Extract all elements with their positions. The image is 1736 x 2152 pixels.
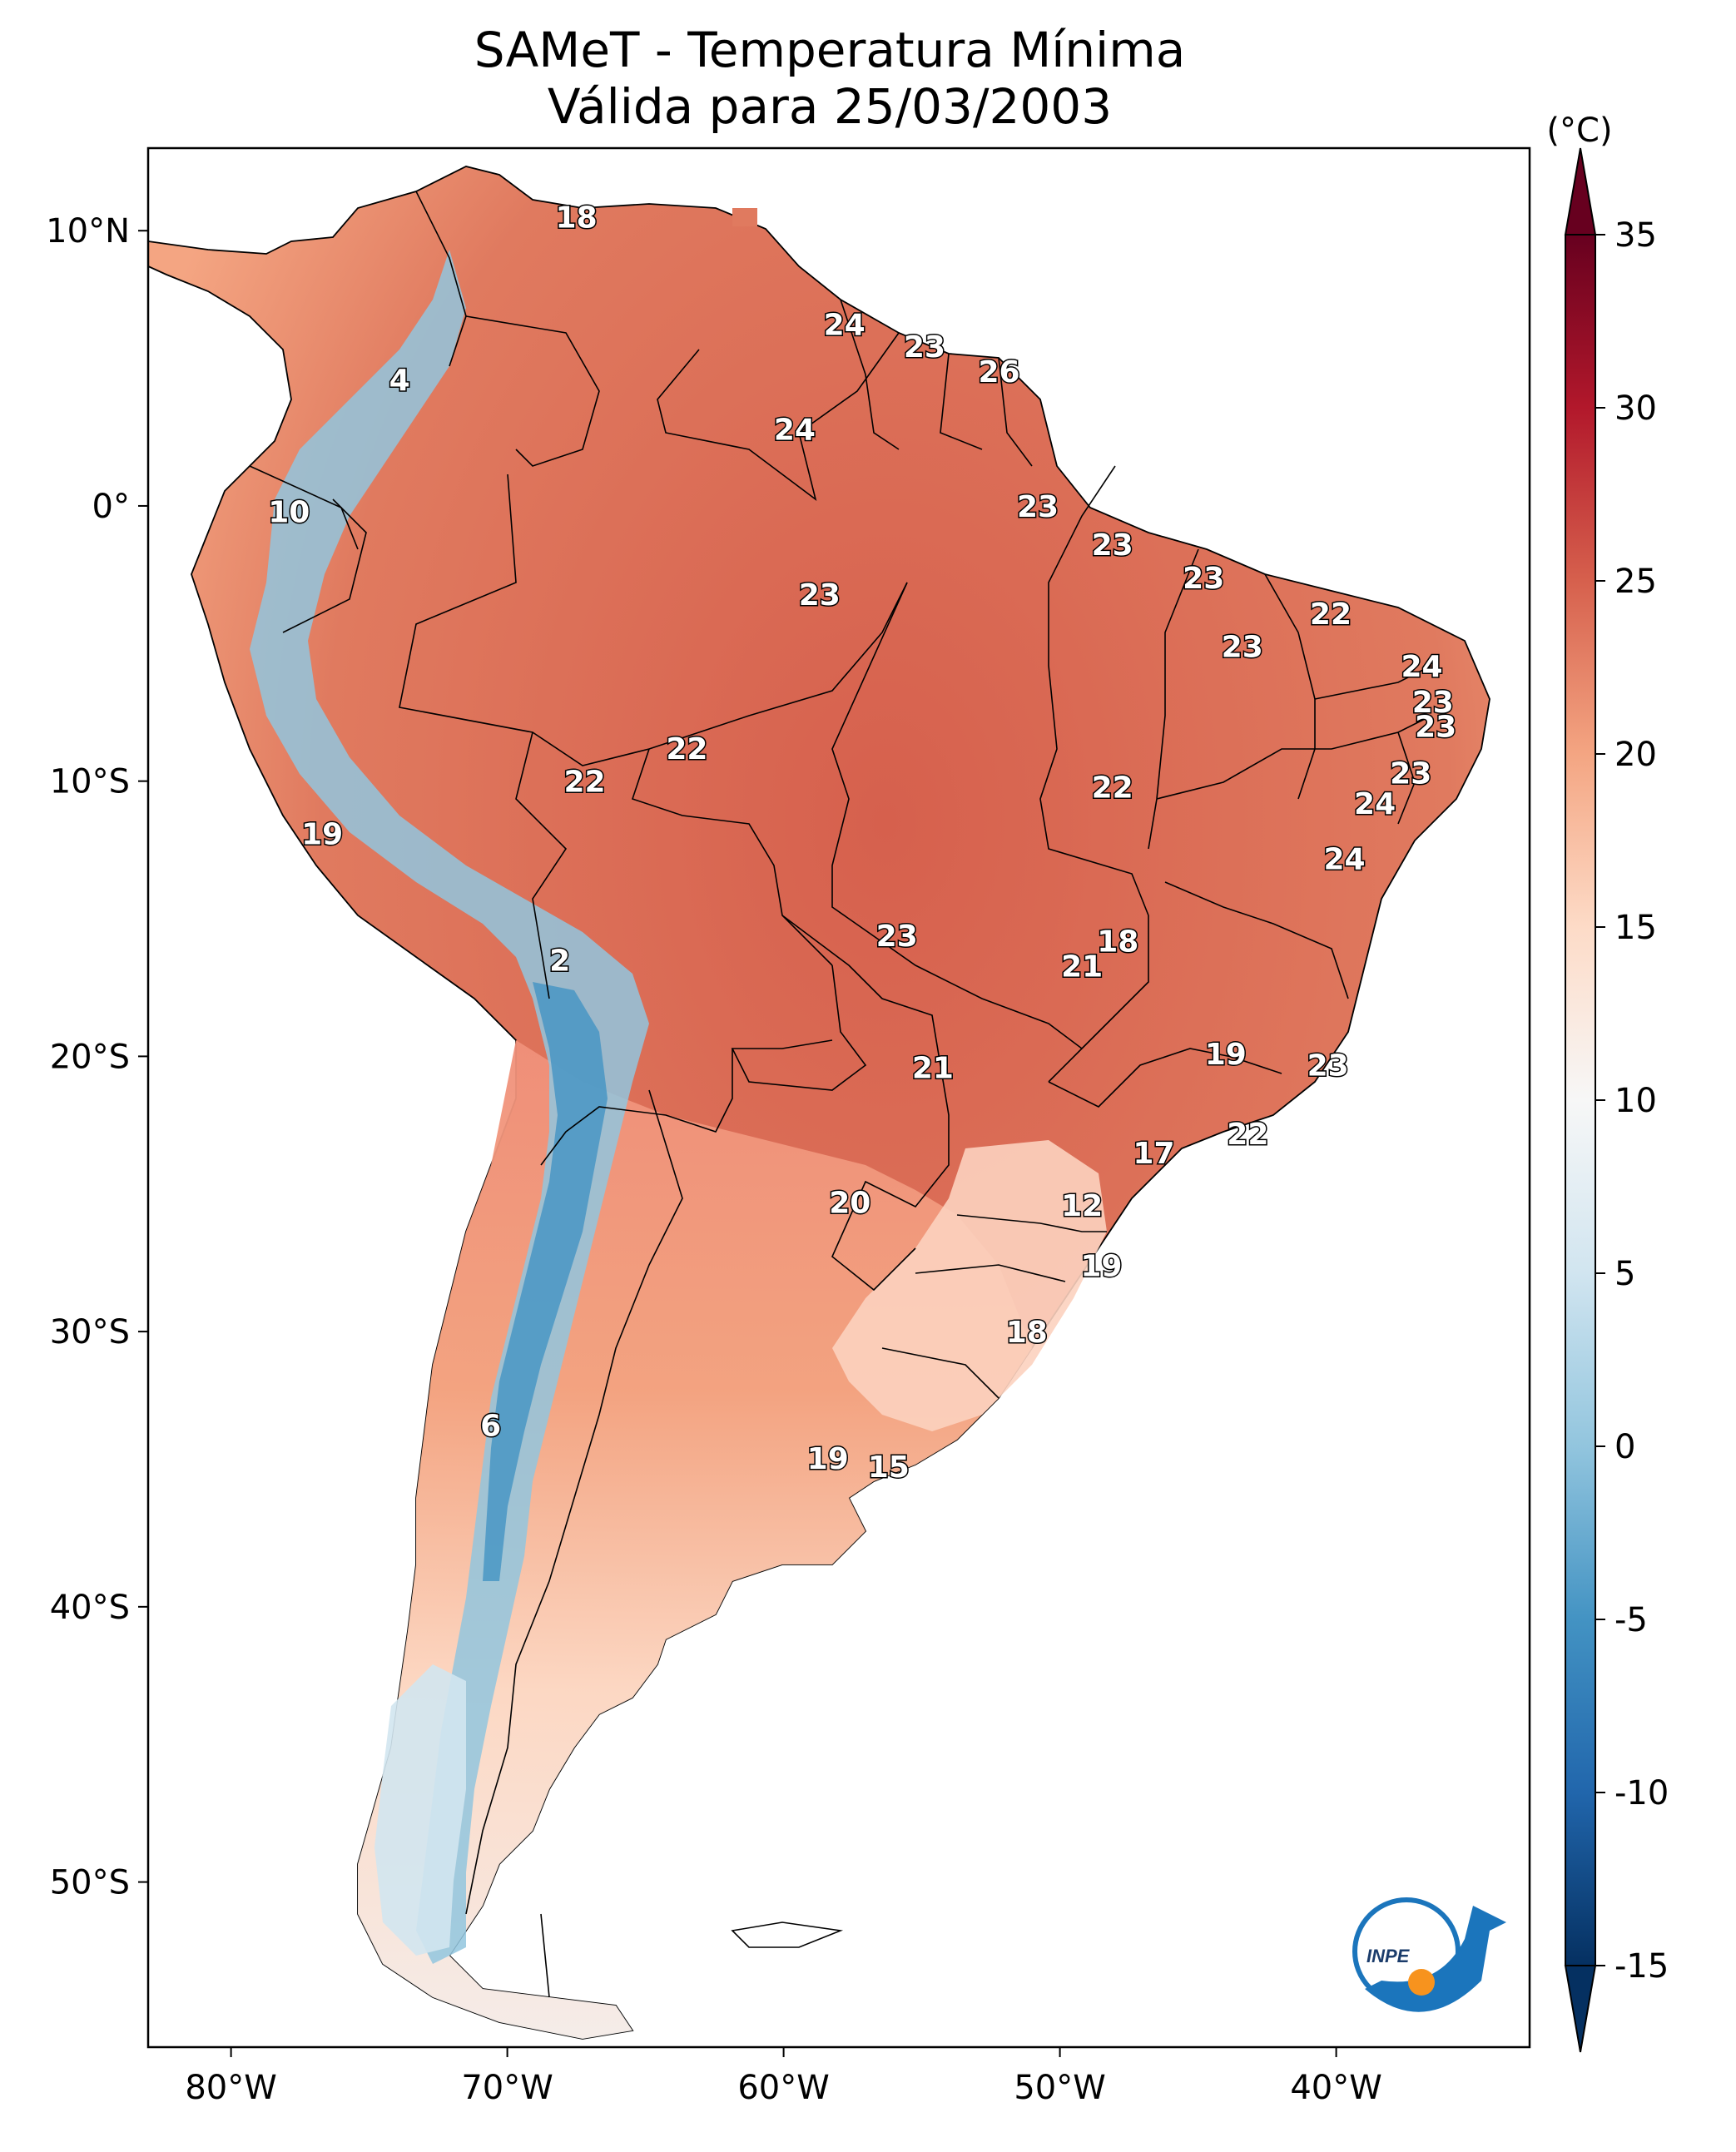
lat-tick-label: 50°S: [50, 1864, 130, 1902]
station-label: 18: [1097, 925, 1138, 959]
map-frame: [146, 146, 1531, 2049]
station-label: 12: [1061, 1189, 1103, 1223]
colorbar-tick-label: -10: [1614, 1774, 1669, 1812]
colorbar-tick-label: -15: [1614, 1947, 1669, 1986]
lat-tick-label: 40°S: [50, 1589, 130, 1627]
colorbar-unit: (°C): [1546, 112, 1612, 150]
station-label: 17: [1133, 1137, 1174, 1171]
station-label: 23: [1307, 1049, 1349, 1083]
station-label: 15: [868, 1450, 910, 1485]
longitude-ticks: 80°W 70°W 60°W 50°W 40°W: [185, 2047, 1382, 2107]
colorbar-tick-label: 35: [1614, 216, 1657, 255]
station-label: 19: [1205, 1038, 1247, 1072]
station-label: 19: [807, 1442, 849, 1476]
station-label: 18: [1006, 1316, 1048, 1350]
lat-tick-label: 0°: [92, 488, 130, 526]
inpe-dot-icon: [1408, 1969, 1435, 1996]
lon-tick-label: 80°W: [185, 2069, 276, 2107]
station-label: 6: [480, 1410, 501, 1444]
station-label: 26: [979, 355, 1020, 389]
south-brazil-cool-patch: [832, 1140, 1107, 1431]
colorbar-max-arrow: [1564, 147, 1597, 236]
station-label: 19: [1080, 1250, 1122, 1284]
lon-tick-label: 60°W: [737, 2069, 829, 2107]
inpe-arrow-icon: [1365, 1906, 1506, 2012]
station-label: 23: [1415, 711, 1456, 745]
station-label: 2: [549, 945, 570, 979]
lon-tick-label: 70°W: [461, 2069, 553, 2107]
political-borders: [249, 191, 1432, 1998]
station-label: 23: [1222, 631, 1263, 665]
station-label: 4: [389, 364, 410, 398]
colorbar-tick-label: 5: [1614, 1255, 1635, 1293]
caribbean-island: [732, 208, 757, 226]
station-label: 23: [799, 578, 841, 612]
map-subtitle: Válida para 25/03/2003: [548, 78, 1112, 135]
andes-core-strip: [483, 982, 608, 1581]
colorbar-tick-label: -5: [1614, 1601, 1648, 1639]
lat-tick-label: 10°N: [46, 212, 130, 250]
station-label: 22: [666, 732, 707, 766]
station-label: 23: [1017, 490, 1059, 524]
lat-tick-label: 10°S: [50, 763, 130, 801]
station-label: 23: [1092, 528, 1133, 563]
station-label: 22: [1227, 1118, 1268, 1152]
colorbar-tick-label: 15: [1614, 909, 1657, 947]
station-label: 10: [268, 496, 310, 530]
map-title: SAMeT - Temperatura Mínima: [474, 22, 1186, 78]
station-label: 24: [774, 413, 816, 447]
colorbar-tick-label: 30: [1614, 389, 1657, 428]
colorbar-tick-label: 20: [1614, 736, 1657, 774]
lat-tick-label: 20°S: [50, 1038, 130, 1076]
station-label: 24: [1401, 650, 1442, 684]
colorbar-tick-label: 0: [1614, 1428, 1635, 1466]
inpe-logo: INPE: [1352, 1897, 1506, 2012]
station-label: 18: [556, 201, 598, 236]
station-label: 21: [912, 1052, 954, 1086]
lon-tick-label: 40°W: [1290, 2069, 1381, 2107]
station-label: 21: [1061, 950, 1103, 984]
colorbar-body: [1565, 234, 1596, 1966]
station-label: 22: [1092, 771, 1133, 805]
station-label: 23: [1183, 562, 1224, 596]
station-label: 24: [824, 309, 866, 343]
colorbar-tick-label: 25: [1614, 563, 1657, 601]
station-label: 22: [1310, 598, 1352, 632]
station-label: 23: [876, 920, 918, 954]
latitude-ticks: 10°N 0° 10°S 20°S 30°S 40°S 50°S: [46, 212, 148, 1902]
station-label: 19: [301, 818, 343, 852]
lon-tick-label: 50°W: [1014, 2069, 1105, 2107]
colorbar-ticks: 35 30 25 20 15 10 5 0 -5 -10 -15: [1595, 216, 1669, 1986]
station-label: 20: [829, 1187, 870, 1221]
station-label: 24: [1324, 842, 1366, 876]
patagonia-cold: [374, 1664, 466, 1956]
inpe-logo-text: INPE: [1366, 1946, 1411, 1966]
station-label: 23: [904, 330, 945, 364]
colorbar-tick-label: 10: [1614, 1082, 1657, 1120]
station-label: 23: [1412, 686, 1454, 720]
falkland-islands: [731, 1921, 844, 1948]
station-label: 24: [1354, 787, 1396, 821]
station-label: 22: [564, 766, 606, 800]
colorbar: (°C) 35 30 25 20 15 10 5 0 -5 -10 -15: [1546, 112, 1669, 2053]
colorbar-min-arrow: [1564, 1965, 1597, 2053]
lat-tick-label: 30°S: [50, 1313, 130, 1351]
station-label: 23: [1390, 757, 1431, 791]
